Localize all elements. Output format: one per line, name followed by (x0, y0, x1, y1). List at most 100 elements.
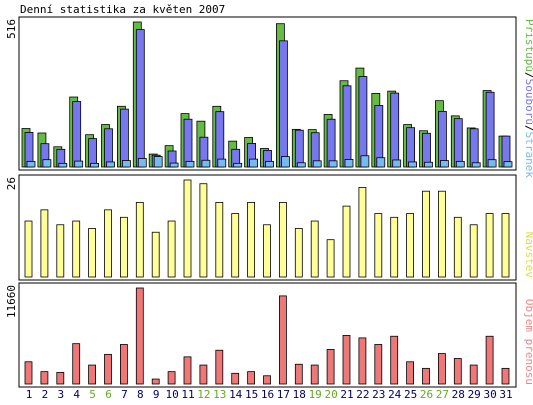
x-tick-day-23: 23 (372, 388, 385, 401)
bar-visits-day-9 (151, 231, 160, 278)
panel-frame-traffic (18, 16, 517, 171)
bar-volume-day-31 (501, 367, 510, 385)
bar-souboru-day-22 (358, 76, 368, 168)
bar-visits-day-12 (199, 183, 208, 278)
bar-volume-day-4 (72, 343, 81, 385)
bar-volume-day-16 (263, 375, 271, 385)
bar-volume-day-12 (199, 364, 208, 385)
bar-volume-day-21 (342, 335, 351, 385)
x-tick-day-21: 21 (340, 388, 353, 401)
bar-souboru-day-17 (278, 40, 288, 168)
bar-souboru-day-4 (72, 101, 82, 168)
x-tick-day-12: 12 (197, 388, 210, 401)
bar-stranek-day-9 (153, 156, 163, 168)
x-tick-day-25: 25 (404, 388, 417, 401)
bar-volume-day-24 (390, 335, 399, 385)
bar-volume-day-9 (151, 378, 160, 385)
y-max-label-visits: 26 (5, 177, 18, 190)
bar-volume-day-13 (215, 349, 224, 385)
bar-stranek-day-13 (217, 158, 227, 168)
legend-item-stranek: Stránek (523, 132, 533, 179)
bar-visits-day-19 (310, 220, 319, 278)
x-tick-day-5: 5 (89, 388, 96, 401)
x-tick-day-7: 7 (121, 388, 128, 401)
y-max-label-traffic: 516 (5, 19, 18, 39)
bar-visits-day-27 (437, 190, 446, 278)
panel-visits: 26 Návštěv (5, 174, 533, 281)
bar-visits-day-1 (24, 220, 33, 278)
y-max-label-volume: 11660 (5, 285, 18, 318)
bar-volume-day-5 (88, 364, 96, 385)
bar-stranek-day-11 (185, 160, 195, 168)
legend-item-souboru: Souborů (523, 79, 533, 125)
bar-visits-day-7 (120, 216, 128, 278)
bar-visits-day-5 (88, 228, 96, 278)
bar-stranek-day-8 (137, 158, 147, 168)
bar-stranek-day-4 (74, 160, 84, 168)
bar-visits-day-28 (453, 216, 462, 278)
legend-item-pristupu: Přístupů (523, 19, 533, 72)
x-tick-day-3: 3 (57, 388, 64, 401)
bar-stranek-day-10 (169, 162, 179, 168)
bar-visits-day-16 (263, 224, 271, 278)
bar-visits-day-20 (326, 239, 335, 278)
bar-stranek-day-21 (344, 159, 354, 168)
bar-volume-day-20 (326, 349, 335, 385)
bar-visits-day-23 (374, 213, 383, 278)
x-tick-day-1: 1 (26, 388, 33, 401)
bar-volume-day-25 (406, 361, 415, 385)
x-tick-day-10: 10 (165, 388, 178, 401)
bar-souboru-day-8 (135, 29, 145, 168)
x-tick-day-26: 26 (420, 388, 433, 401)
legend-separator: / (523, 72, 533, 79)
bar-visits-day-30 (485, 213, 494, 278)
x-tick-day-27: 27 (436, 388, 449, 401)
bar-volume-day-7 (120, 344, 128, 385)
bar-souboru-day-28 (453, 118, 463, 168)
x-tick-day-16: 16 (261, 388, 274, 401)
bar-stranek-day-30 (487, 159, 497, 168)
bar-volume-day-14 (231, 372, 240, 385)
bar-volume-day-10 (167, 371, 176, 385)
bar-visits-day-13 (215, 201, 224, 278)
bar-souboru-day-13 (215, 111, 225, 168)
bar-stranek-day-20 (328, 160, 338, 168)
chart-title: Denní statistika za květen 2007 (20, 3, 225, 16)
legend-separator: / (523, 125, 533, 132)
bar-souboru-day-20 (326, 118, 336, 168)
bar-stranek-day-17 (280, 156, 290, 168)
bar-souboru-day-5 (88, 138, 97, 168)
bar-visits-day-14 (231, 213, 240, 278)
bar-souboru-day-30 (485, 91, 495, 168)
x-tick-day-30: 30 (483, 388, 496, 401)
bar-volume-day-17 (278, 295, 287, 385)
x-tick-day-15: 15 (245, 388, 258, 401)
bar-souboru-day-21 (342, 85, 352, 168)
bar-stranek-day-26 (424, 161, 433, 168)
bar-stranek-day-6 (106, 161, 115, 168)
bar-visits-day-6 (104, 209, 112, 278)
bar-volume-day-30 (485, 335, 494, 385)
bar-visits-day-17 (278, 201, 287, 278)
bar-stranek-day-29 (471, 162, 481, 168)
x-tick-day-9: 9 (153, 388, 160, 401)
x-tick-day-2: 2 (42, 388, 49, 401)
bar-visits-day-22 (358, 187, 367, 278)
bar-souboru-day-27 (437, 110, 447, 168)
panel-volume: 11660 Objem přenosu (5, 282, 533, 388)
x-tick-day-22: 22 (356, 388, 369, 401)
bar-stranek-day-23 (376, 157, 386, 168)
bar-visits-day-31 (501, 213, 510, 278)
bar-souboru-day-11 (183, 118, 193, 168)
bar-stranek-day-18 (296, 162, 306, 168)
bar-stranek-day-3 (58, 162, 68, 168)
x-tick-day-19: 19 (309, 388, 322, 401)
bar-visits-day-18 (294, 228, 303, 278)
bar-volume-day-3 (56, 372, 65, 385)
x-tick-day-13: 13 (213, 388, 226, 401)
bar-volume-day-6 (104, 353, 112, 385)
bar-volume-day-26 (422, 367, 430, 385)
bar-souboru-day-25 (406, 127, 416, 168)
x-tick-day-18: 18 (293, 388, 306, 401)
x-tick-day-6: 6 (105, 388, 112, 401)
